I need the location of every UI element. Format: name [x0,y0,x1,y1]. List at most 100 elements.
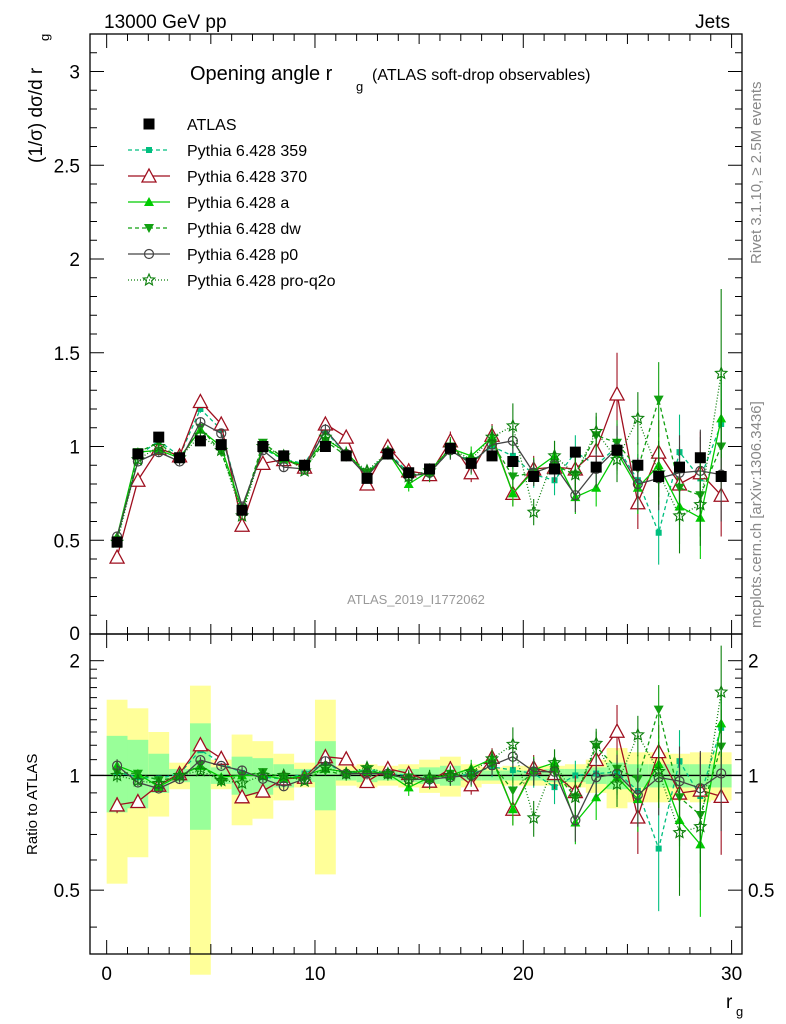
point-atlas [299,459,311,471]
point-p370 [233,516,251,532]
legend-marker-pq2o [141,272,157,287]
y-tick-label: 1 [69,438,80,459]
series-line-pp0 [116,421,722,537]
ratio-point-p370 [213,749,230,765]
ratio-point-pq2o [297,773,312,788]
point-atlas [569,446,581,458]
y-tick-label: 0.5 [54,531,80,552]
legend-label-pa: Pythia 6.428 a [187,195,289,212]
ratio-point-pq2o [214,772,229,787]
point-atlas [507,456,519,467]
point-atlas [194,435,206,447]
point-atlas [674,461,686,473]
ratio-point-pq2o [130,773,145,787]
ratio-point-pq2o [547,755,562,769]
ratio-point-pq2o [630,727,645,741]
ratio-y-tick-label: 2 [69,652,80,673]
ratio-frame [89,633,743,955]
ratio-point-pq2o [339,766,354,780]
point-atlas [111,536,123,548]
point-p370 [108,548,126,564]
point-pq2o [672,508,687,522]
point-pq2o [568,467,583,481]
ratio-point-pp0 [716,768,727,779]
legend-marker-pp0 [143,248,155,260]
point-atlas [215,439,227,451]
point-p359 [655,529,662,536]
ratio-panel-data [90,645,742,917]
point-pq2o [484,429,500,444]
y-tick-label: 0 [69,624,80,645]
point-atlas [319,441,331,452]
point-atlas [153,431,165,443]
ratio-point-pp0 [674,776,685,787]
ratio-point-p370 [358,773,376,789]
y-tick-label: 2.5 [54,156,80,177]
ratio-y-tick-label-right: 1 [748,766,759,787]
main-panel-data [108,289,730,565]
ratio-point-pp0 [528,766,539,777]
ratio-point-pq2o [172,767,187,782]
point-pq2o [693,497,708,511]
x-axis-label-sub: g [736,1004,743,1019]
ratio-point-pq2o [484,751,500,765]
plot-title-main: Opening angle r [190,63,333,85]
ratio-y-tick-label-right: 2 [748,652,759,673]
ratio-point-pq2o [318,759,333,774]
series-line-p370 [116,391,722,558]
point-atlas [278,450,290,462]
legend-marker-atlas [143,118,155,130]
analysis-id: ATLAS_2019_I1772062 [347,592,485,607]
point-pq2o [151,439,166,453]
point-pq2o [609,452,625,466]
x-tick-label: 10 [304,964,325,985]
point-atlas [340,450,352,462]
point-pq2o [547,448,562,462]
point-atlas [715,471,727,482]
plot-title: Opening angle r [190,63,333,85]
legend-marker-p370 [140,167,158,183]
point-p359 [509,452,516,459]
point-pp0 [278,462,289,473]
legend-marker-pdw [144,224,154,233]
legend: ATLAS Pythia 6.428 359 Pythia 6.428 370 Pyt… [128,117,336,290]
legend-label-p370: Pythia 6.428 370 [187,169,307,186]
ratio-point-p359 [509,767,516,774]
ratio-point-pq2o [672,825,687,839]
ratio-point-pq2o [464,764,479,778]
plot-title-tail: (ATLAS soft-drop observables) [372,67,590,84]
point-pdw [653,395,664,405]
plot-title-sub: g [356,79,363,94]
ratio-point-pq2o [693,819,708,833]
point-pq2o [714,365,729,380]
ratio-point-pq2o [193,763,208,777]
ratio-point-p370 [233,788,251,804]
ratio-point-pq2o [235,775,250,790]
point-atlas [632,459,644,471]
point-atlas [132,448,144,460]
ratio-point-pq2o [401,771,416,786]
point-atlas [403,467,415,479]
header-energy: 13000 GeV pp [104,12,227,33]
point-atlas [382,448,394,460]
point-pq2o [318,429,333,444]
y-axis-label-main: (1/σ) dσ/d r [26,67,47,163]
ratio-point-pq2o [505,736,520,751]
ratio-point-pp0 [591,772,602,783]
ratio-point-pq2o [359,760,375,774]
ratio-point-pdw [653,705,664,715]
ratio-point-pq2o [714,684,729,699]
ratio-point-pq2o [276,767,291,782]
legend-label-pq2o: Pythia 6.428 pro-q2o [187,273,336,290]
point-pq2o [505,418,520,432]
ratio-point-pdw [507,786,518,796]
point-atlas [611,444,623,456]
ratio-point-p370 [192,736,209,752]
ratio-point-pq2o [609,776,625,791]
y-axis-label-main-sub: g [37,34,52,41]
point-atlas [590,461,602,473]
ratio-point-pq2o [443,767,458,782]
point-atlas [486,450,498,462]
ratio-point-pq2o [380,766,395,780]
header-jets: Jets [695,12,730,33]
